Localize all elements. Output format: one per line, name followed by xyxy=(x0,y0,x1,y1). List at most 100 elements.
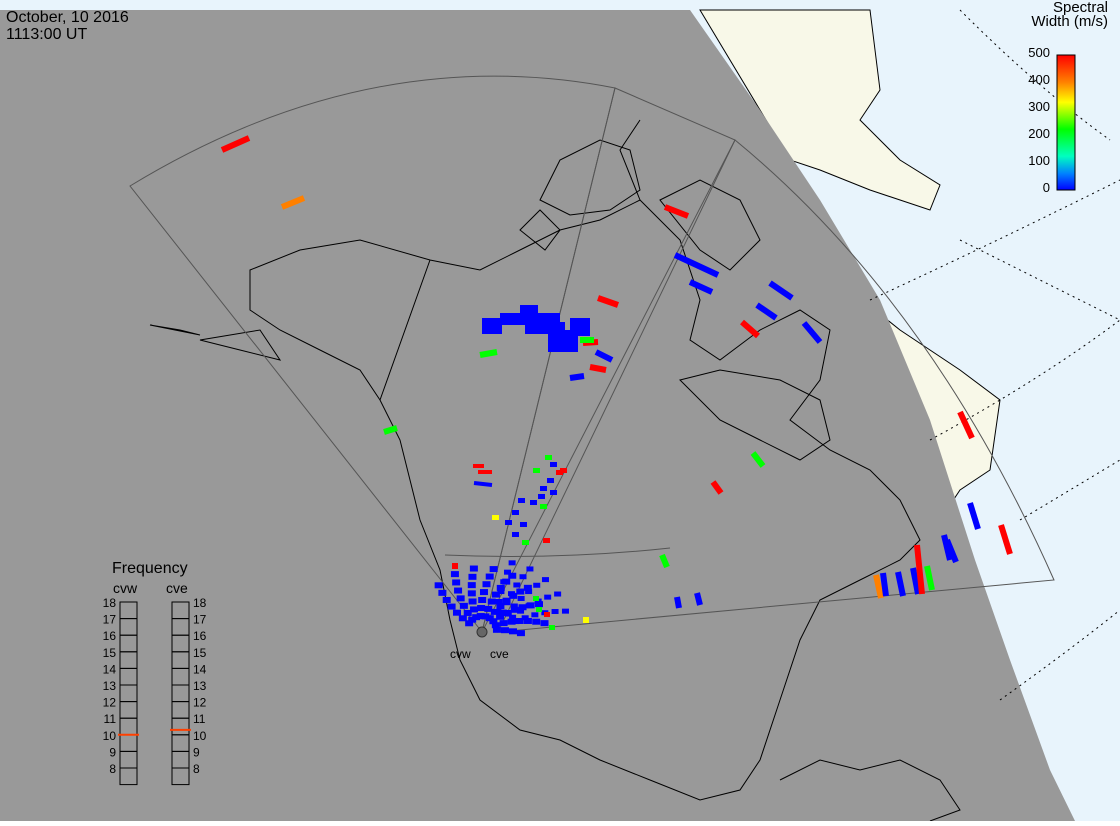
scatter-cell xyxy=(521,615,529,621)
frequency-tick-label: 18 xyxy=(103,596,117,610)
frequency-tick-label: 12 xyxy=(103,696,117,710)
scatter-cell xyxy=(469,565,478,572)
scatter-cell xyxy=(447,603,456,610)
scatter-cell xyxy=(663,204,690,219)
frequency-tick-label: 8 xyxy=(109,762,116,776)
frequency-tick-label: 16 xyxy=(103,629,117,643)
colorbar-gradient xyxy=(1056,54,1076,191)
scatter-cell xyxy=(478,597,487,604)
frequency-tick-label: 9 xyxy=(193,745,200,759)
frequency-tick-label: 17 xyxy=(103,613,117,627)
scatter-cell xyxy=(554,591,562,597)
scatter-cell xyxy=(465,620,474,627)
scatter-cell xyxy=(523,617,532,624)
scatter-cell xyxy=(674,596,682,609)
scatter-cell xyxy=(496,613,505,620)
scatter-cell xyxy=(509,614,517,620)
scatter-cell xyxy=(517,596,525,602)
scatter-cell xyxy=(500,627,509,634)
scatter-cell xyxy=(536,607,542,612)
scatter-cell xyxy=(472,614,481,621)
colorbar-tick: 200 xyxy=(1028,126,1050,141)
scatter-cell xyxy=(492,515,499,520)
frequency-tick-label: 14 xyxy=(103,662,117,676)
scatter-cell xyxy=(383,425,398,435)
scatter-cell xyxy=(459,602,468,609)
scatter-cell xyxy=(482,581,491,588)
scatter-cell xyxy=(494,609,502,615)
scatter-cell xyxy=(533,596,539,601)
scatter-cell xyxy=(526,566,534,572)
scatter-cell xyxy=(496,584,505,591)
scatter-cell xyxy=(550,462,557,467)
frequency-tick-label: 10 xyxy=(103,729,117,743)
scatter-cell xyxy=(507,618,516,625)
frequency-tick-label: 13 xyxy=(193,679,207,693)
scatter-cell xyxy=(545,455,552,460)
frequency-cell xyxy=(119,767,138,786)
scatter-cell xyxy=(499,609,507,615)
geo-grid xyxy=(869,9,1120,701)
frequency-radar-label: cve xyxy=(166,580,188,596)
scatter-cell xyxy=(914,544,925,595)
scatter-cell xyxy=(510,606,519,613)
scatter-cell xyxy=(673,252,720,278)
scatter-cell xyxy=(510,603,518,609)
frequency-tick-label: 10 xyxy=(193,729,207,743)
scatter-cell xyxy=(442,596,451,603)
scatter-cell xyxy=(998,524,1013,555)
scatter-cell xyxy=(504,611,512,617)
scatter-cell xyxy=(450,571,459,578)
colorbar-title-line1: Spectral xyxy=(1052,0,1108,16)
scatter-cell xyxy=(504,569,512,575)
scatter-cell xyxy=(452,609,461,616)
radar-site-label: cvw xyxy=(450,647,471,661)
scatter-cell xyxy=(454,587,463,594)
scatter-cell xyxy=(541,577,549,583)
scatter-cell xyxy=(873,574,884,599)
scatter-cell xyxy=(503,600,511,606)
scatter-cell xyxy=(522,540,529,545)
scatter-cell xyxy=(468,573,477,580)
frequency-title: Frequency xyxy=(112,560,188,577)
scatter-cell xyxy=(518,498,525,503)
scatter-cell xyxy=(540,486,547,491)
colorbar-tick: 500 xyxy=(1028,45,1050,60)
scatter-cell xyxy=(220,135,251,153)
scatter-cell xyxy=(467,582,476,589)
colorbar-tick: 0 xyxy=(1042,180,1050,195)
scatter-cell xyxy=(941,534,953,561)
scatter-cell xyxy=(710,480,724,495)
colorbar-title-line2: Width (m/s) xyxy=(1031,13,1108,30)
night-region xyxy=(0,10,1075,821)
scatter-cell xyxy=(540,620,549,627)
scatter-cell xyxy=(543,538,550,543)
scatter-cell xyxy=(597,295,619,308)
scatter-cell xyxy=(516,588,525,595)
scatter-cell xyxy=(801,321,823,344)
scatter-cell xyxy=(544,594,552,600)
scatter-cell xyxy=(463,609,472,616)
scatter-cell xyxy=(517,608,525,614)
frequency-tick-label: 9 xyxy=(109,745,116,759)
scatter-cell xyxy=(481,613,490,620)
scatter-cell xyxy=(495,599,503,605)
frequency-tick-label: 12 xyxy=(193,696,207,710)
radar-fov-outlines xyxy=(129,75,1055,634)
scatter-cell xyxy=(468,598,477,605)
frequency-tick-label: 8 xyxy=(193,762,200,776)
coastlines xyxy=(149,119,961,822)
frequency-tick-label: 11 xyxy=(104,712,117,726)
scatter-cell xyxy=(477,605,486,612)
day-land-greenland xyxy=(699,9,941,211)
scatter-cell xyxy=(533,468,540,473)
scatter-cell xyxy=(538,494,545,499)
scatter-cell xyxy=(740,319,760,339)
scatter-cell xyxy=(967,502,981,530)
scatter-cell xyxy=(484,605,493,612)
scatter-cell xyxy=(768,280,794,301)
scatter-cell xyxy=(476,613,485,620)
scatter-cell xyxy=(659,553,670,569)
